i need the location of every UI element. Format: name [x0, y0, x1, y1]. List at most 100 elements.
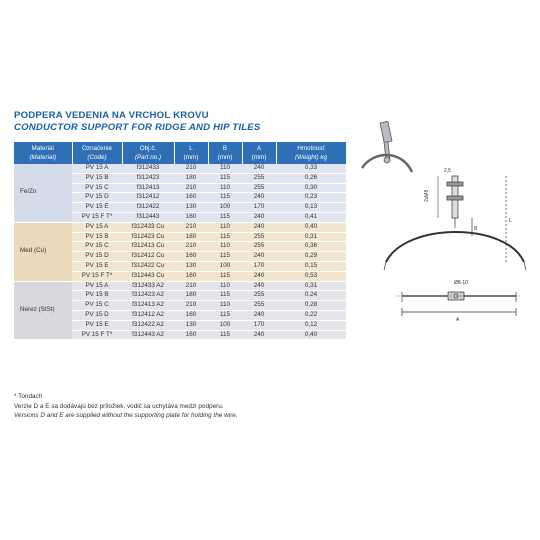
- cell-code: PV 15 D: [72, 310, 122, 321]
- footnotes: * Tondach Verzie D a E sa dodávajú bez p…: [14, 392, 238, 421]
- cell-a: 240: [242, 310, 276, 321]
- cell-code: PV 15 F T*: [72, 271, 122, 282]
- header-b: B (mm): [208, 142, 243, 164]
- cell-b: 100: [208, 261, 242, 272]
- cell-b: 110: [208, 183, 242, 194]
- cell-part-no: f312443: [122, 212, 174, 223]
- header-l: L (mm): [174, 142, 209, 164]
- cell-b: 115: [208, 330, 242, 341]
- cell-l: 210: [174, 281, 208, 292]
- cell-b: 100: [208, 202, 242, 213]
- cell-a: 240: [242, 164, 276, 174]
- cell-a: 170: [242, 261, 276, 272]
- product-illustration: [360, 120, 414, 173]
- dim-a-label: A: [456, 317, 460, 323]
- cell-weight: 0,15: [276, 261, 346, 272]
- footnote-english: Versions D and E are supplied without th…: [14, 412, 238, 420]
- cell-a: 170: [242, 202, 276, 213]
- cell-l: 210: [174, 222, 208, 233]
- cell-a: 255: [242, 232, 276, 243]
- cell-part-no: f312423 A2: [122, 290, 174, 302]
- footnote-slovak: Verzie D a E sa dodávajú bez príložiek, …: [14, 402, 224, 410]
- cell-b: 110: [208, 222, 242, 233]
- cell-part-no: f312443 Cu: [122, 271, 174, 282]
- cell-code: PV 15 D: [72, 192, 122, 204]
- cell-weight: 0,40: [276, 330, 346, 341]
- dim-l-label: L: [509, 218, 512, 224]
- cell-weight: 0,24: [276, 290, 346, 302]
- cell-part-no: f312413: [122, 183, 174, 194]
- cell-l: 210: [174, 300, 208, 311]
- header-a: A (mm): [242, 142, 277, 164]
- header-weight: Hmotnosť (Weight) kg: [276, 142, 347, 164]
- cell-l: 160: [174, 330, 208, 341]
- cell-l: 210: [174, 241, 208, 253]
- dim-bolt-label: 2xM8: [424, 190, 430, 202]
- dim-top-label: 2,5: [444, 168, 451, 174]
- cell-l: 210: [174, 164, 208, 174]
- side-view: [383, 175, 527, 271]
- cell-part-no: f312412 Cu: [122, 251, 174, 262]
- cell-weight: 0,13: [276, 202, 346, 213]
- cell-a: 240: [242, 271, 276, 282]
- cell-l: 180: [174, 290, 208, 302]
- footnote-tondach: * Tondach: [14, 393, 43, 400]
- cell-l: 160: [174, 192, 208, 204]
- cell-weight: 0,26: [276, 173, 346, 184]
- header-code: Označenie (Code): [72, 142, 123, 164]
- cell-a: 240: [242, 330, 276, 341]
- cell-part-no: f312412: [122, 192, 174, 204]
- cell-b: 115: [208, 310, 242, 321]
- cell-part-no: f312433: [122, 164, 174, 174]
- cell-a: 255: [242, 241, 276, 253]
- cell-a: 240: [242, 212, 276, 223]
- cell-weight: 0,28: [276, 300, 346, 311]
- cell-l: 160: [174, 271, 208, 282]
- cell-weight: 0,30: [276, 183, 346, 194]
- cell-l: 180: [174, 173, 208, 184]
- table-row: PV 15 F T* f312443 160 115 240 0,41: [14, 212, 346, 223]
- cell-a: 170: [242, 320, 276, 331]
- cell-code: PV 15 F T*: [72, 212, 122, 223]
- cell-b: 110: [208, 281, 242, 292]
- title-slovak: PODPERA VEDENIA NA VRCHOL KROVU: [14, 110, 209, 121]
- cell-b: 110: [208, 300, 242, 311]
- cell-l: 180: [174, 232, 208, 243]
- cell-code: PV 15 C: [72, 300, 122, 311]
- cell-part-no: f312413 A2: [122, 300, 174, 311]
- cell-b: 100: [208, 320, 242, 331]
- cell-weight: 0,36: [276, 241, 346, 253]
- cell-b: 115: [208, 251, 242, 262]
- cell-weight: 0,29: [276, 251, 346, 262]
- plan-view: [396, 291, 522, 316]
- cell-l: 210: [174, 183, 208, 194]
- cell-part-no: f312423 Cu: [122, 232, 174, 243]
- cell-l: 130: [174, 320, 208, 331]
- table-row: PV 15 F T* f312443 A2 160 115 240 0,40: [14, 330, 346, 341]
- cell-b: 115: [208, 212, 242, 223]
- cell-b: 115: [208, 192, 242, 204]
- cell-weight: 0,31: [276, 281, 346, 292]
- header-material: Materiál (Material): [14, 142, 73, 164]
- cell-code: PV 15 E: [72, 202, 122, 213]
- cell-b: 115: [208, 173, 242, 184]
- cell-b: 110: [208, 241, 242, 253]
- dim-b-label: B: [474, 226, 478, 232]
- cell-a: 240: [242, 281, 276, 292]
- cell-code: PV 15 B: [72, 173, 122, 184]
- cell-part-no: f312422 Cu: [122, 261, 174, 272]
- cell-material: Nerez (StSt): [14, 281, 72, 341]
- technical-drawing: 2,5 2xM8 B L Ø8-10 A: [360, 120, 527, 323]
